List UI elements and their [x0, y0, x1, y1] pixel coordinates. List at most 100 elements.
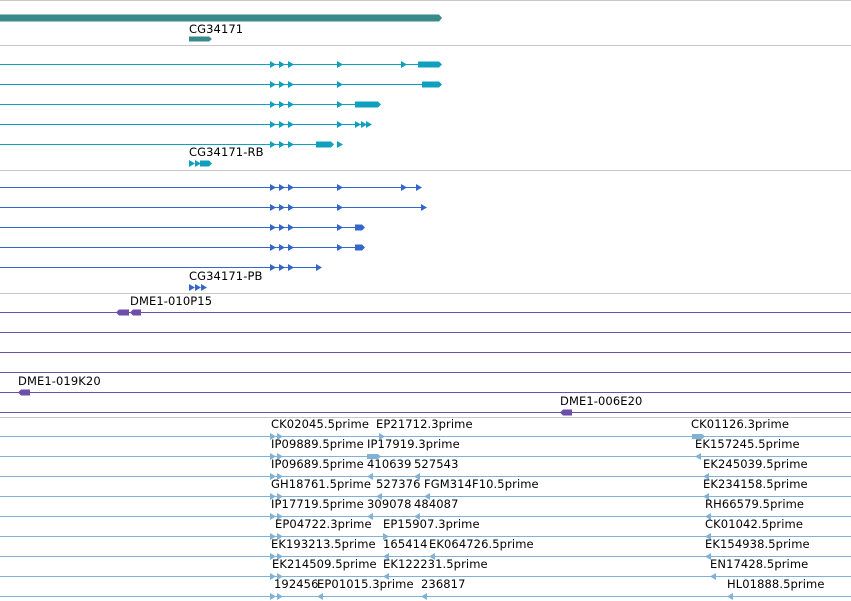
exon-arrow [279, 204, 285, 211]
exon-arrow [316, 264, 322, 271]
clone-end [560, 409, 572, 416]
est-label[interactable]: 410639 [367, 457, 412, 471]
est-arrow [277, 473, 283, 480]
est-label[interactable]: IP17919.3prime [367, 437, 460, 451]
est-arrow [270, 533, 276, 540]
exon-arrow [337, 141, 343, 148]
est-label[interactable]: EP04722.3prime [275, 517, 372, 531]
clone-end [116, 309, 129, 316]
est-arrow [383, 573, 389, 580]
exon-arrow [279, 121, 285, 128]
est-arrow [270, 513, 276, 520]
exon-arrow [189, 160, 195, 167]
exon-arrow [270, 204, 276, 211]
est-label[interactable]: 236817 [421, 577, 466, 591]
clone-track[interactable] [0, 309, 851, 416]
est-label[interactable]: 527376 [376, 477, 421, 491]
gene-track[interactable] [0, 14, 442, 42]
exon-arrow [288, 61, 294, 68]
exon-arrow [270, 121, 276, 128]
est-label[interactable]: EP15907.3prime [383, 517, 480, 531]
est-arrow [270, 493, 276, 500]
est-arrow [277, 553, 283, 560]
est-arrow [421, 593, 427, 600]
est-label[interactable]: EK234158.5prime [703, 477, 808, 491]
mrna-track[interactable] [0, 61, 442, 167]
exon-block [316, 141, 334, 148]
gene-glyph [189, 36, 212, 42]
est-label[interactable]: EP21712.3prime [376, 417, 473, 431]
exon-arrow [337, 224, 343, 231]
exon-arrow [279, 61, 285, 68]
est-arrow [270, 553, 276, 560]
protein-label[interactable]: CG34171-PB [189, 269, 263, 283]
est-label[interactable]: 165414 [383, 537, 428, 551]
exon-arrow [279, 224, 285, 231]
est-label[interactable]: IP17719.5prime [271, 497, 364, 511]
est-arrow [376, 493, 382, 500]
est-label[interactable]: EN17428.5prime [710, 557, 809, 571]
est-label[interactable]: IP09889.5prime [271, 437, 364, 451]
est-label[interactable]: 309078 [367, 497, 412, 511]
est-block [367, 454, 381, 459]
exon-block [422, 81, 442, 88]
exon-arrow [270, 81, 276, 88]
exon-arrow [288, 121, 294, 128]
est-label[interactable]: IP09689.5prime [271, 457, 364, 471]
est-arrow [277, 433, 283, 440]
est-label[interactable]: EP01015.3prime [317, 577, 414, 591]
track-dividers [0, 0, 851, 418]
gene-label[interactable]: CG34171 [189, 22, 244, 36]
est-label[interactable]: CK01042.5prime [705, 517, 804, 531]
est-arrow [703, 473, 709, 480]
est-label[interactable]: 527543 [414, 457, 459, 471]
est-arrow [705, 513, 711, 520]
clone-label[interactable]: DME1-006E20 [560, 394, 643, 408]
mrna-label[interactable]: CG34171-RB [189, 145, 264, 159]
est-label[interactable]: CK02045.5prime [271, 417, 370, 431]
est-label[interactable]: EK245039.5prime [703, 457, 808, 471]
clone-label[interactable]: DME1-010P15 [130, 294, 213, 308]
est-track[interactable] [0, 433, 851, 600]
mrna-glyph [200, 160, 212, 167]
est-label[interactable]: FGM314F10.5prime [424, 477, 539, 491]
est-arrow [705, 533, 711, 540]
est-block [692, 434, 705, 439]
est-label[interactable]: EK157245.5prime [695, 437, 800, 451]
est-arrow [277, 453, 283, 460]
exon-arrow [288, 224, 294, 231]
est-label[interactable]: RH66579.5prime [705, 497, 805, 511]
exon-arrow [270, 61, 276, 68]
est-arrow [703, 493, 709, 500]
exon-arrow [279, 81, 285, 88]
est-label[interactable]: 192456 [274, 577, 319, 591]
clone-end [18, 389, 30, 396]
est-arrow [367, 513, 373, 520]
est-label[interactable]: EK064726.5prime [429, 537, 534, 551]
est-label[interactable]: GH18761.5prime [271, 477, 372, 491]
exon-arrow [366, 121, 372, 128]
est-label[interactable]: CK01126.3prime [691, 417, 790, 431]
est-arrow [270, 433, 276, 440]
est-arrow [277, 493, 283, 500]
est-label[interactable]: EK122231.5prime [383, 557, 488, 571]
est-label[interactable]: EK214509.5prime [272, 557, 377, 571]
est-label[interactable]: EK154938.5prime [705, 537, 810, 551]
exon-arrow [337, 81, 343, 88]
est-arrow [429, 553, 435, 560]
est-label[interactable]: HL01888.5prime [727, 577, 825, 591]
exon-arrow [288, 101, 294, 108]
exon-block [355, 224, 365, 231]
exon-arrow [337, 204, 343, 211]
est-label[interactable]: EK193213.5prime [271, 537, 376, 551]
exon-arrow [279, 264, 285, 271]
clone-label[interactable]: DME1-019K20 [18, 374, 101, 388]
exon-arrow [337, 121, 343, 128]
est-label[interactable]: 484087 [414, 497, 459, 511]
est-arrow [317, 593, 323, 600]
exon-arrow [361, 121, 367, 128]
exon-arrow [401, 184, 407, 191]
protein-track[interactable] [0, 184, 427, 291]
exon-arrow [416, 184, 422, 191]
